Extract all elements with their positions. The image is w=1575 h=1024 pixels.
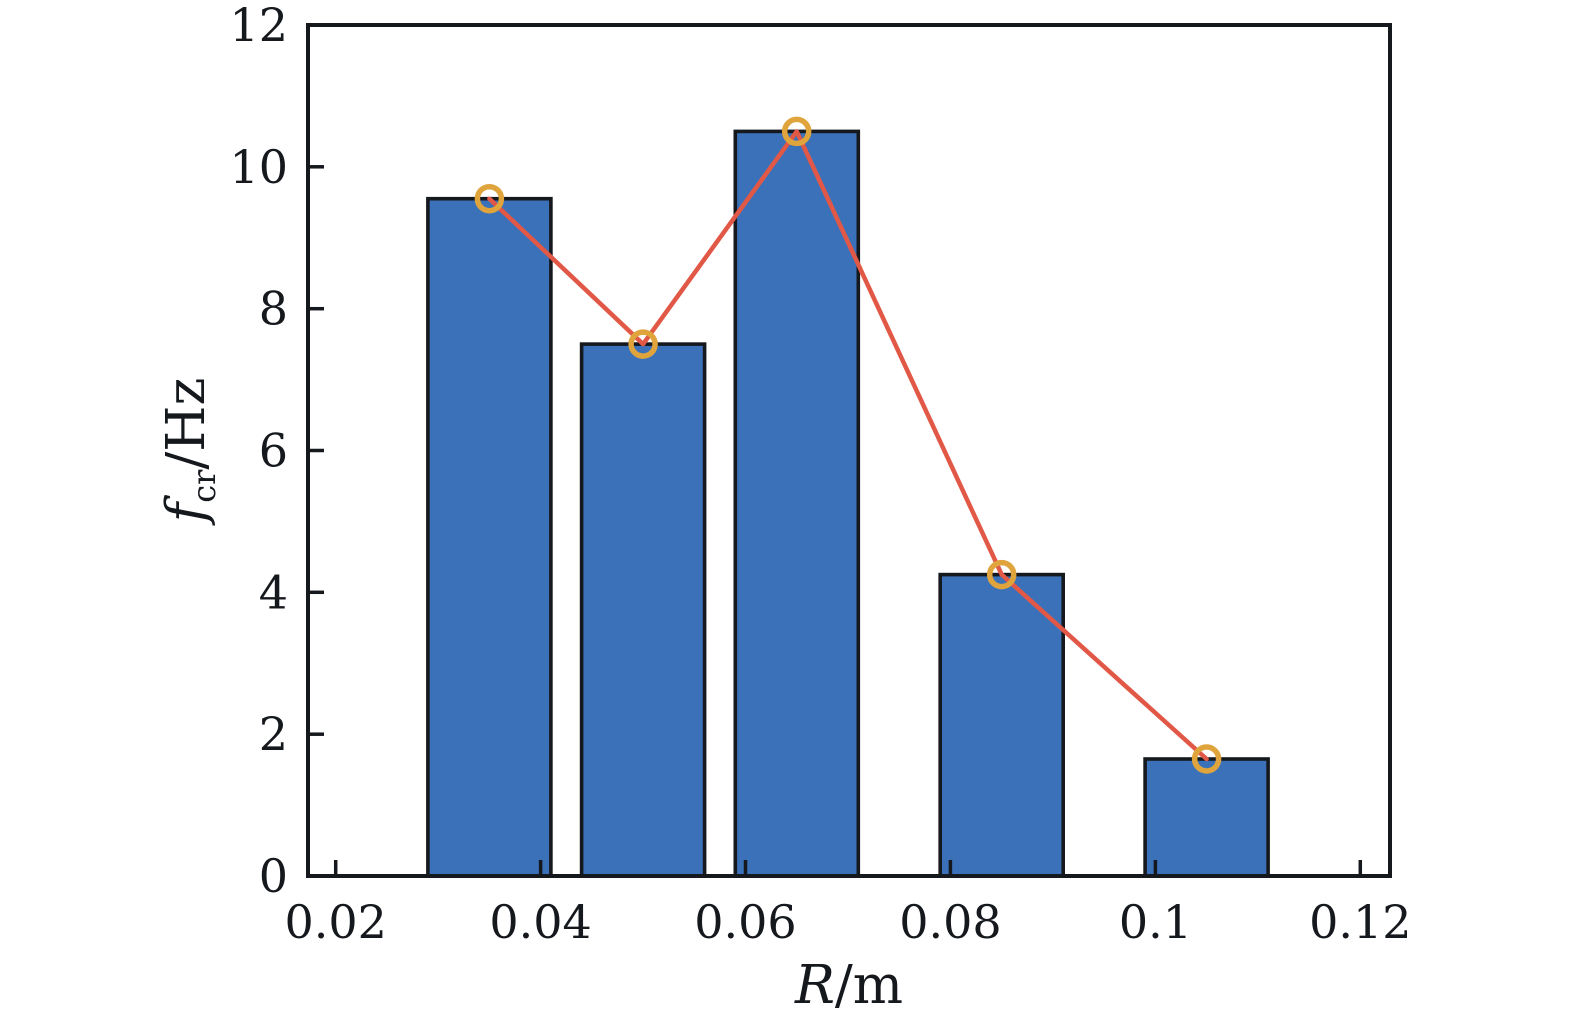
y-tick-label: 0 [259, 849, 288, 903]
bar [426, 196, 553, 878]
bar [579, 342, 707, 878]
bar [938, 572, 1066, 878]
x-tick-label: 0.06 [694, 895, 796, 949]
bar [733, 129, 861, 878]
y-tick-label: 4 [259, 565, 288, 619]
circle-marker [986, 559, 1017, 590]
y-tick-label: 2 [259, 707, 288, 761]
y-tick-label: 10 [229, 140, 288, 194]
y-axis-label: fcr/Hz [156, 378, 223, 527]
x-tick-label: 0.1 [1119, 895, 1192, 949]
trend-line [487, 129, 1209, 762]
y-tick-label: 12 [229, 0, 288, 52]
x-tick-label: 0.12 [1309, 895, 1411, 949]
x-tick-label: 0.02 [284, 895, 386, 949]
y-tick-label: 8 [259, 282, 288, 336]
circle-marker [1191, 744, 1222, 774]
circle-marker [781, 116, 812, 147]
circle-marker [628, 329, 658, 359]
circle-marker [474, 183, 505, 214]
plot-frame [306, 23, 1392, 878]
x-tick-label: 0.08 [899, 895, 1001, 949]
bar [1143, 757, 1270, 878]
y-tick-label: 6 [259, 424, 288, 478]
x-tick-label: 0.04 [489, 895, 591, 949]
x-axis-label: R/m [794, 955, 903, 1016]
